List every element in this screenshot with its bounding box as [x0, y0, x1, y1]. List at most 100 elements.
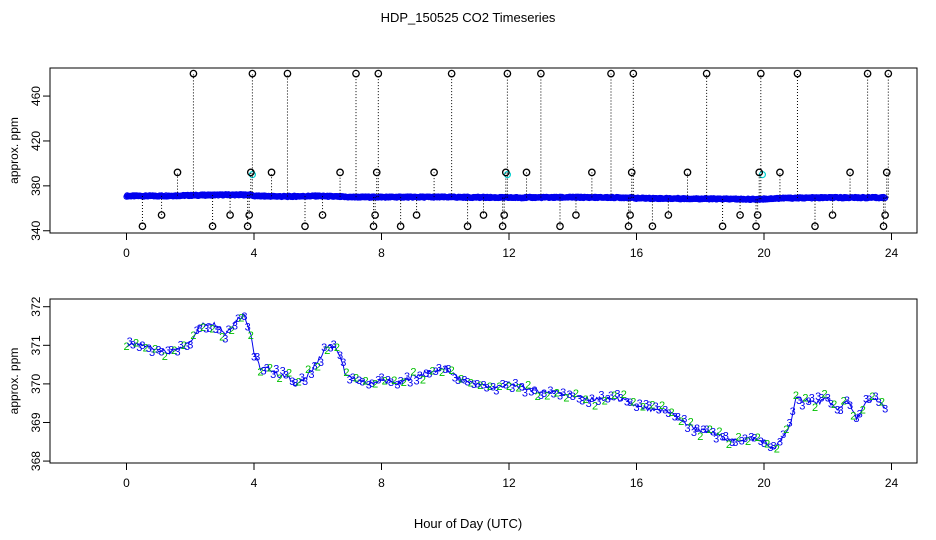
marker-3: 3 — [825, 393, 831, 405]
marker-3: 3 — [742, 433, 748, 445]
marker-3: 3 — [729, 437, 735, 449]
marker-3: 3 — [359, 377, 365, 389]
marker-2: 2 — [602, 396, 608, 408]
marker-3: 3 — [331, 339, 337, 351]
marker-3: 3 — [232, 321, 238, 333]
outlier-point — [498, 222, 507, 231]
x-tick-label: 16 — [630, 246, 644, 260]
x-tick-label: 20 — [757, 246, 771, 260]
marker-3: 3 — [280, 366, 286, 378]
marker-2: 2 — [841, 396, 847, 408]
marker-3: 3 — [480, 379, 486, 391]
marker-3: 3 — [595, 396, 601, 408]
marker-3: 3 — [254, 352, 260, 364]
marker-3: 3 — [732, 437, 738, 449]
outlier-point — [318, 211, 327, 219]
marker-3: 3 — [579, 396, 585, 408]
marker-2: 2 — [238, 312, 244, 324]
figure-title: HDP_150525 CO2 Timeseries — [381, 10, 556, 25]
outlier-point — [793, 69, 802, 78]
marker-3: 3 — [178, 340, 184, 352]
marker-3: 3 — [531, 385, 537, 397]
marker-2: 2 — [334, 342, 340, 354]
marker-3: 3 — [174, 346, 180, 358]
marker-2: 2 — [229, 325, 235, 337]
marker-2: 2 — [726, 439, 732, 451]
marker-3: 3 — [423, 368, 429, 380]
outlier-point — [736, 211, 744, 219]
marker-3: 3 — [378, 372, 384, 384]
marker-2: 2 — [353, 373, 359, 385]
outlier-point — [301, 222, 309, 231]
marker-3: 3 — [327, 343, 333, 355]
outlier-point — [352, 69, 360, 78]
marker-3: 3 — [684, 423, 690, 435]
x-tick-label: 0 — [123, 246, 130, 260]
marker-3: 3 — [863, 394, 869, 406]
marker-2: 2 — [592, 400, 598, 412]
outlier-point — [226, 211, 234, 219]
marker-3: 3 — [159, 347, 165, 359]
marker-2: 2 — [449, 365, 455, 377]
x-tick-label: 8 — [378, 246, 385, 260]
marker-3: 3 — [570, 391, 576, 403]
outlier-point — [479, 211, 488, 219]
outlier-point — [369, 222, 378, 231]
marker-3: 3 — [665, 408, 671, 420]
marker-2: 2 — [735, 431, 741, 443]
outlier-point — [572, 211, 580, 219]
marker-2: 2 — [162, 351, 168, 363]
marker-2: 2 — [210, 323, 216, 335]
marker-3: 3 — [484, 382, 490, 394]
outlier-point — [626, 211, 634, 219]
marker-2: 2 — [248, 330, 254, 342]
outlier-point — [396, 222, 405, 231]
marker-2: 2 — [315, 361, 321, 373]
marker-3: 3 — [356, 375, 362, 387]
marker-2: 2 — [860, 404, 866, 416]
marker-3: 3 — [653, 401, 659, 413]
marker-2: 2 — [133, 338, 139, 350]
marker-3: 3 — [292, 378, 298, 390]
outlier-point — [208, 222, 217, 231]
marker-3: 3 — [388, 377, 394, 389]
marker-3: 3 — [465, 377, 471, 389]
x-tick-label: 4 — [251, 476, 258, 490]
y-tick-label: 369 — [29, 412, 43, 432]
marker-2: 2 — [382, 376, 388, 388]
plot-frame — [49, 67, 918, 234]
marker-3: 3 — [567, 389, 573, 401]
marker-3: 3 — [241, 311, 247, 323]
marker-3: 3 — [337, 350, 343, 362]
marker-2: 2 — [276, 373, 282, 385]
x-tick-label: 24 — [885, 476, 899, 490]
outlier-point — [537, 69, 545, 78]
marker-2: 2 — [171, 345, 177, 357]
outlier-point — [718, 222, 727, 231]
marker-3: 3 — [136, 342, 142, 354]
marker-2: 2 — [544, 390, 550, 402]
marker-3: 3 — [165, 345, 171, 357]
outlier-point — [336, 168, 344, 177]
flagged-point — [503, 171, 512, 179]
marker-3: 3 — [184, 341, 190, 353]
marker-3: 3 — [426, 369, 432, 381]
marker-3: 3 — [139, 340, 145, 352]
marker-3: 3 — [417, 370, 423, 382]
marker-3: 3 — [681, 413, 687, 425]
marker-2: 2 — [573, 388, 579, 400]
marker-3: 3 — [273, 363, 279, 375]
outlier-point — [267, 168, 276, 177]
marker-2: 2 — [869, 391, 875, 403]
marker-2: 2 — [420, 375, 426, 387]
marker-2: 2 — [506, 381, 512, 393]
marker-3: 3 — [509, 383, 515, 395]
marker-3: 3 — [222, 334, 228, 346]
marker-3: 3 — [691, 427, 697, 439]
marker-2: 2 — [850, 411, 856, 423]
marker-2: 2 — [190, 330, 196, 342]
outlier-point — [629, 69, 638, 78]
marker-3: 3 — [394, 380, 400, 392]
marker-2: 2 — [669, 407, 675, 419]
